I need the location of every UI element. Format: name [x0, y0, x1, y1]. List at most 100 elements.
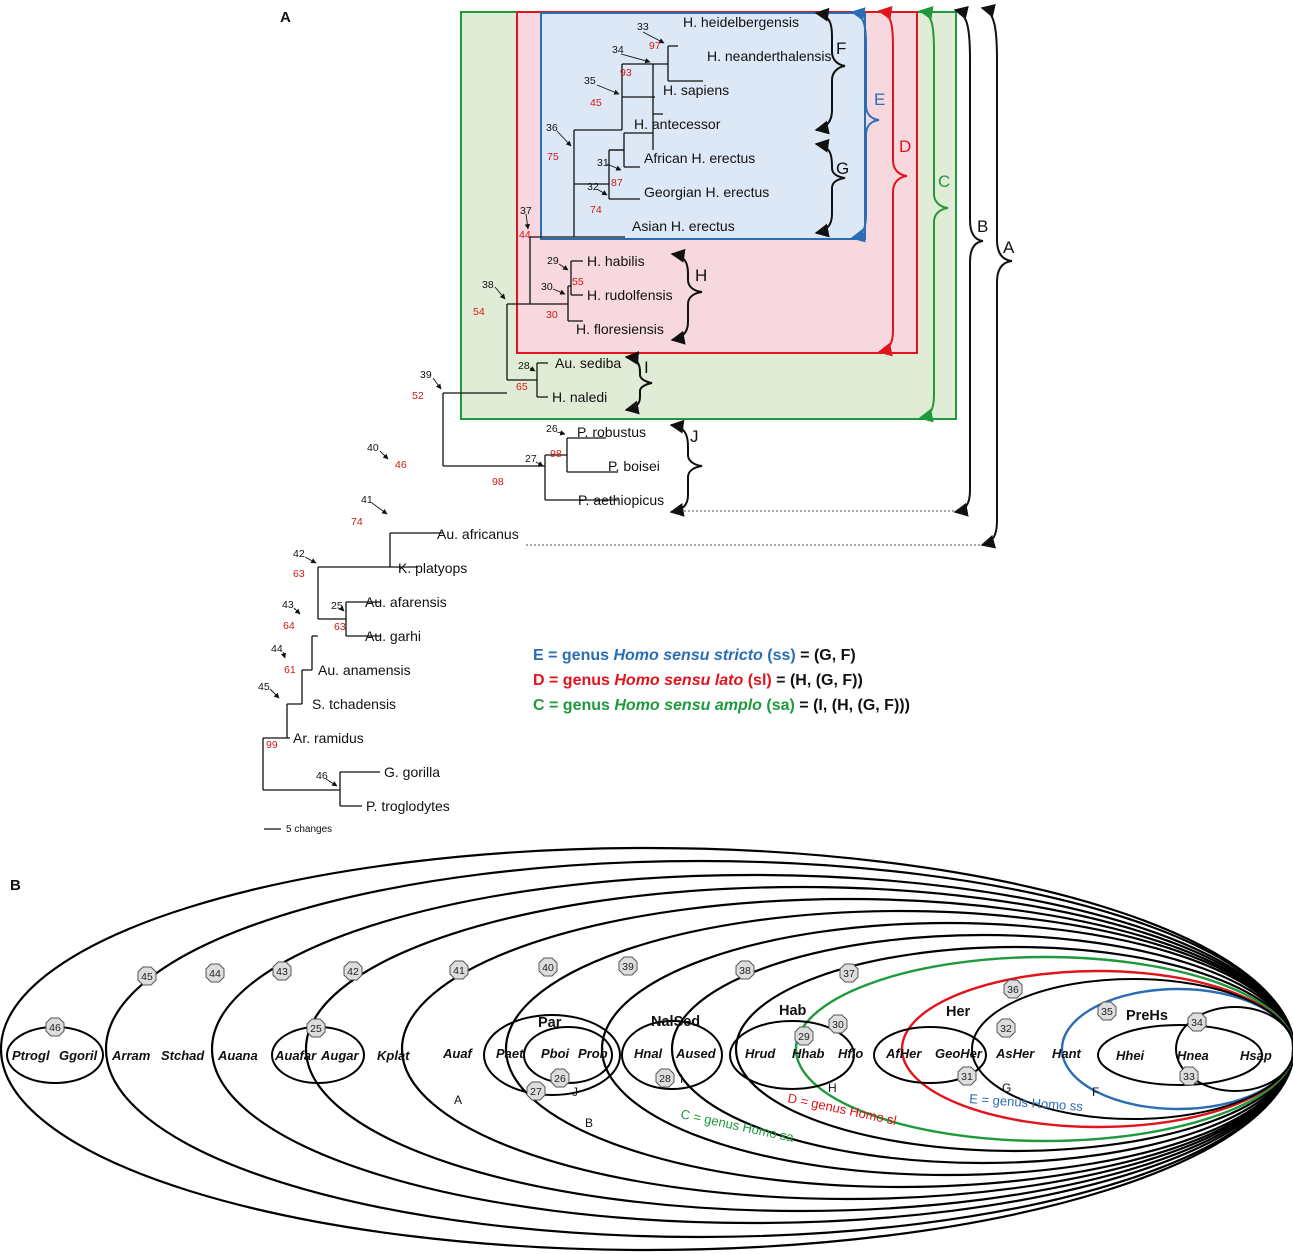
b-taxon-pboi: Pboi: [541, 1046, 570, 1061]
panel-b: B: [0, 846, 1293, 1252]
b-group-nalsed: NalSed: [651, 1014, 700, 1030]
legend-e-p2: Homo sensu stricto: [613, 647, 763, 664]
b-node-41: 41: [449, 960, 469, 980]
taxon-aethiopicus: P. aethiopicus: [578, 492, 664, 508]
bracket-label-g: G: [836, 159, 849, 178]
scale-label: 5 changes: [286, 824, 332, 835]
node-36: 36: [546, 122, 558, 134]
legend-e-p1: E = genus: [533, 647, 613, 664]
node-42: 42: [293, 548, 305, 560]
b-node-28: 28: [655, 1068, 675, 1088]
b-group-her: Her: [946, 1004, 971, 1020]
b-node-36: 36: [1003, 979, 1023, 999]
support-61: 61: [284, 664, 296, 676]
node-46: 46: [316, 770, 328, 782]
b-taxon-prob: Prob: [578, 1046, 608, 1061]
clade-e-box: [540, 12, 866, 240]
node-30: 30: [541, 281, 553, 293]
b-taxon-auana: Auana: [217, 1048, 258, 1063]
taxon-gorilla: G. gorilla: [384, 764, 440, 780]
svg-text:33: 33: [1183, 1071, 1195, 1083]
support-30: 30: [546, 309, 558, 321]
taxon-asian-erectus: Asian H. erectus: [632, 218, 735, 234]
support-64: 64: [283, 620, 295, 632]
node-43: 43: [282, 599, 294, 611]
svg-text:25: 25: [310, 1023, 322, 1035]
support-98b: 98: [492, 476, 504, 488]
support-93: 93: [620, 67, 632, 79]
svg-text:32: 32: [1000, 1023, 1012, 1035]
b-node-25: 25: [306, 1018, 326, 1038]
b-taxon-arram: Arram: [111, 1048, 151, 1063]
b-node-33: 33: [1179, 1066, 1199, 1086]
legend-c: C = genus Homo sensu amplo (sa) = (I, (H…: [533, 697, 910, 714]
svg-text:41: 41: [453, 965, 465, 977]
svg-text:35: 35: [1101, 1006, 1113, 1018]
legend-d: D = genus Homo sensu lato (sl) = (H, (G,…: [533, 672, 863, 689]
svg-text:36: 36: [1007, 984, 1019, 996]
b-node-27: 27: [526, 1081, 546, 1101]
bracket-label-f: F: [836, 39, 846, 58]
taxon-robustus: P. robustus: [577, 424, 646, 440]
node-37: 37: [520, 205, 532, 217]
b-taxon-hnal: Hnal: [634, 1046, 663, 1061]
b-node-38: 38: [735, 960, 755, 980]
b-node-39: 39: [618, 956, 638, 976]
support-87: 87: [611, 177, 623, 189]
b-taxon-hant: Hant: [1052, 1046, 1082, 1061]
node-33: 33: [637, 21, 649, 33]
b-taxon-hsap: Hsap: [1240, 1048, 1272, 1063]
nested-ellipses: [0, 846, 1293, 1252]
b-taxon-stchad: Stchad: [161, 1048, 205, 1063]
b-node-31: 31: [957, 1066, 977, 1086]
b-taxon-auaf: Auaf: [442, 1046, 474, 1061]
bracket-label-b: B: [977, 217, 988, 236]
b-clade-j: J: [572, 1085, 578, 1099]
b-node-badges: 46 45 44 43 42 25 41 40 39 38 37 36 35 3…: [45, 956, 1207, 1101]
b-group-hab: Hab: [779, 1003, 807, 1019]
support-54: 54: [473, 306, 485, 318]
support-63a: 63: [293, 568, 305, 580]
bracket-label-j: J: [690, 427, 699, 446]
bracket-c: [918, 6, 949, 423]
b-clade-i: I: [680, 1072, 683, 1086]
support-44: 44: [519, 229, 531, 241]
support-46: 46: [395, 459, 407, 471]
node-38: 38: [482, 279, 494, 291]
legend-e-p4: = (G, F): [796, 647, 856, 664]
legend-d-p3: (sl): [743, 672, 771, 689]
genus-ss-ellipse: [1060, 987, 1293, 1111]
node-35: 35: [584, 75, 596, 87]
taxon-rudolfensis: H. rudolfensis: [587, 287, 673, 303]
bracket-label-i: I: [644, 358, 649, 377]
svg-text:38: 38: [739, 965, 751, 977]
svg-text:43: 43: [276, 966, 288, 978]
svg-text:28: 28: [659, 1073, 671, 1085]
bracket-d: [877, 6, 908, 357]
panel-a: A H. heidelbergensis H. neanderthalensis…: [258, 4, 1015, 835]
taxon-african-erectus: African H. erectus: [644, 150, 755, 166]
b-clade-h: H: [828, 1081, 837, 1095]
legend-c-p1: C = genus: [533, 697, 614, 714]
b-taxon-hrud: Hrud: [745, 1046, 776, 1061]
support-52: 52: [412, 390, 424, 402]
taxon-georgian-erectus: Georgian H. erectus: [644, 184, 769, 200]
b-node-45: 45: [137, 966, 157, 986]
b-label-genus-sa: C = genus Homo sa: [679, 1106, 796, 1145]
svg-text:44: 44: [209, 968, 221, 980]
taxon-heidelbergensis: H. heidelbergensis: [683, 14, 799, 30]
b-node-44: 44: [205, 963, 225, 983]
support-99: 99: [266, 739, 278, 751]
svg-text:42: 42: [347, 966, 359, 978]
node-41: 41: [361, 494, 373, 506]
b-taxon-paet: Paet: [496, 1046, 524, 1061]
bracket-label-d: D: [899, 137, 911, 156]
b-taxon-augar: Augar: [320, 1048, 360, 1063]
bracket-label-e: E: [874, 90, 885, 109]
b-taxon-kplat: Kplat: [377, 1048, 410, 1063]
b-node-37: 37: [839, 963, 859, 983]
taxon-naledi: H. naledi: [552, 389, 607, 405]
node-26: 26: [546, 423, 558, 435]
node-29: 29: [547, 255, 559, 267]
